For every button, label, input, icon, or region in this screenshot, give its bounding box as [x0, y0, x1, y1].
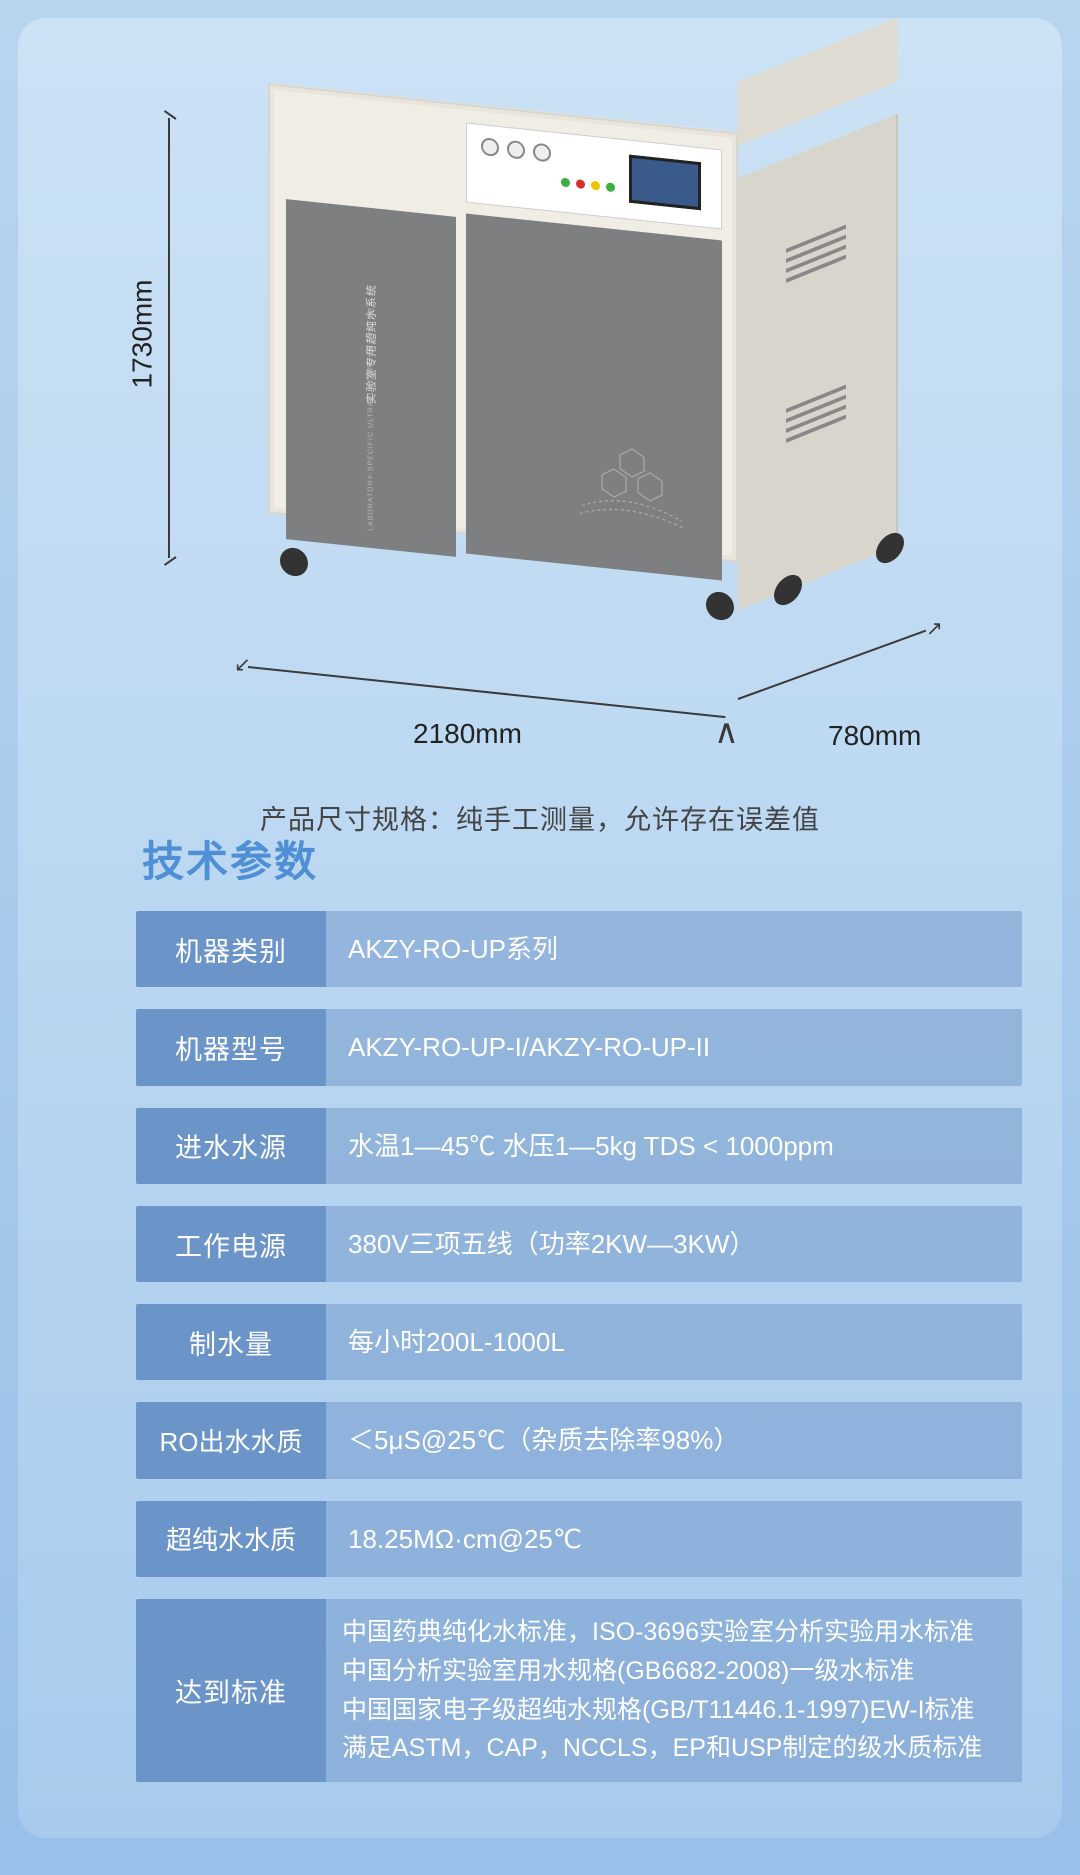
machine-side-panel — [738, 114, 898, 611]
lcd-screen — [629, 155, 701, 211]
spec-value: 18.25MΩ·cm@25℃ — [326, 1501, 1022, 1577]
spec-row: 超纯水水质18.25MΩ·cm@25℃ — [136, 1501, 1022, 1577]
spec-value: AKZY-RO-UP系列 — [326, 911, 1022, 987]
spec-value: ＜5μS@25℃（杂质去除率98%） — [326, 1402, 1022, 1478]
machine-door-right — [466, 214, 722, 581]
product-card: 实验室专用超纯水系统 LABORATORY-SPECIFIC ULTRAPURE… — [18, 18, 1062, 1838]
pressure-gauge — [507, 140, 525, 160]
spec-value: AKZY-RO-UP-I/AKZY-RO-UP-II — [326, 1009, 1022, 1085]
machine-door-left: 实验室专用超纯水系统 LABORATORY-SPECIFIC ULTRAPURE… — [286, 199, 456, 557]
specs-table: 机器类别AKZY-RO-UP系列机器型号AKZY-RO-UP-I/AKZY-RO… — [18, 911, 1062, 1782]
specs-heading: 技术参数 — [142, 828, 1062, 889]
spec-value: 每小时200L-1000L — [326, 1304, 1022, 1380]
button-red — [576, 179, 585, 189]
dimension-line-width — [248, 666, 726, 718]
spec-row: 达到标准中国药典纯化水标准，ISO-3696实验室分析实验用水标准中国分析实验室… — [136, 1599, 1022, 1782]
spec-label: 机器类别 — [136, 911, 326, 987]
spec-label: 机器型号 — [136, 1009, 326, 1085]
spec-row: 进水水源水温1—45℃ 水压1—5kg TDS < 1000ppm — [136, 1108, 1022, 1184]
pressure-gauge — [481, 137, 499, 157]
machine-illustration: 实验室专用超纯水系统 LABORATORY-SPECIFIC ULTRAPURE… — [228, 68, 928, 648]
spec-label: 进水水源 — [136, 1108, 326, 1184]
spec-row: 机器类别AKZY-RO-UP系列 — [136, 911, 1022, 987]
arrow-icon: ↗ — [926, 616, 943, 641]
arrow-icon: ↙ — [234, 652, 251, 677]
control-buttons — [561, 178, 615, 193]
spec-value: 中国药典纯化水标准，ISO-3696实验室分析实验用水标准中国分析实验室用水规格… — [326, 1599, 1022, 1782]
spec-value: 380V三项五线（功率2KW—3KW） — [326, 1206, 1022, 1282]
molecule-icon — [572, 435, 692, 538]
product-image-area: 实验室专用超纯水系统 LABORATORY-SPECIFIC ULTRAPURE… — [18, 58, 1062, 828]
dimension-note: 产品尺寸规格：纯手工测量，允许存在误差值 — [18, 798, 1062, 837]
spec-row: 工作电源380V三项五线（功率2KW—3KW） — [136, 1206, 1022, 1282]
arrow-icon: ∧ — [714, 724, 739, 741]
spec-value: 水温1—45℃ 水压1—5kg TDS < 1000ppm — [326, 1108, 1022, 1184]
dimension-width-label: 2180mm — [413, 718, 522, 750]
spec-label: 达到标准 — [136, 1599, 326, 1782]
button-green — [606, 182, 615, 192]
spec-row: 制水量每小时200L-1000L — [136, 1304, 1022, 1380]
spec-row: RO出水水质＜5μS@25℃（杂质去除率98%） — [136, 1402, 1022, 1478]
spec-label: 工作电源 — [136, 1206, 326, 1282]
caster-wheel — [280, 547, 308, 578]
button-green — [561, 178, 570, 188]
dimension-line-height — [168, 118, 170, 558]
dimension-depth-label: 780mm — [828, 720, 921, 752]
button-yellow — [591, 181, 600, 191]
spec-label: 制水量 — [136, 1304, 326, 1380]
door-subtitle: LABORATORY-SPECIFIC ULTRAPURE WATER SYST… — [368, 306, 375, 531]
caster-wheel — [706, 591, 734, 622]
spec-row: 机器型号AKZY-RO-UP-I/AKZY-RO-UP-II — [136, 1009, 1022, 1085]
spec-label: 超纯水水质 — [136, 1501, 326, 1577]
pressure-gauge — [533, 143, 551, 163]
spec-label: RO出水水质 — [136, 1402, 326, 1478]
dimension-height-label: 1730mm — [126, 280, 158, 389]
